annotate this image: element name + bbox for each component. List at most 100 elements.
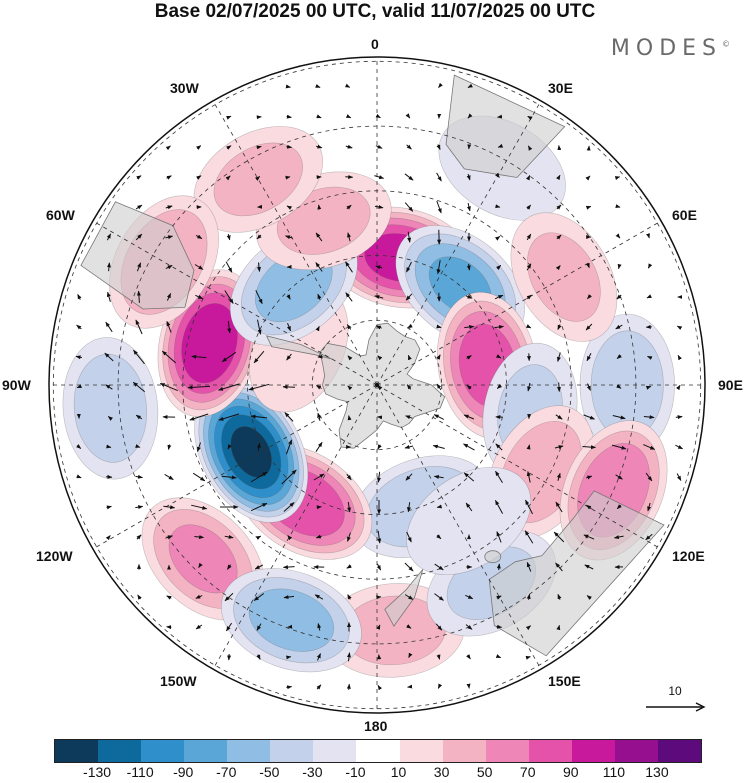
wind-arrow	[526, 263, 532, 271]
wind-arrow	[166, 595, 172, 600]
anomaly-blob	[510, 212, 618, 342]
wind-arrow	[159, 382, 178, 392]
wind-arrow	[496, 531, 502, 543]
wind-arrow	[377, 684, 383, 691]
wind-arrow	[433, 474, 444, 479]
wind-arrow	[136, 534, 142, 540]
wind-arrow	[495, 235, 501, 241]
wind-arrow	[105, 384, 113, 390]
wind-arrow	[646, 233, 650, 239]
wind-arrow	[346, 652, 351, 662]
wind-arrow	[256, 623, 262, 631]
wind-arrow	[254, 564, 264, 570]
wind-arrow	[316, 505, 322, 510]
wind-arrow	[643, 415, 655, 420]
anomaly-contour	[248, 588, 335, 652]
wind-arrow	[527, 145, 533, 151]
wind-arrow	[375, 325, 382, 330]
wind-arrow	[583, 534, 595, 540]
wind-arrow	[404, 202, 414, 212]
wind-arrow	[526, 471, 531, 483]
wind-arrow	[526, 593, 531, 600]
wind-arrow	[76, 324, 82, 330]
wind-arrow	[553, 531, 565, 543]
wind-arrow	[250, 471, 268, 483]
wind-arrow	[647, 355, 653, 360]
wind-arrow	[613, 535, 624, 539]
wind-arrow	[347, 415, 352, 421]
wind-arrow	[557, 324, 562, 331]
wind-arrow	[407, 354, 412, 361]
wind-arrow	[405, 473, 413, 481]
meridian-line	[92, 384, 378, 550]
colorbar-tick-label: 130	[645, 764, 669, 780]
wind-arrow	[166, 320, 172, 333]
wind-arrow	[316, 653, 321, 661]
wind-arrow	[315, 144, 323, 149]
wind-arrow	[226, 233, 231, 241]
wind-arrow	[221, 351, 237, 363]
wind-arrow	[554, 445, 564, 450]
wind-arrow	[347, 594, 352, 600]
lon-label-30w: 30W	[170, 80, 199, 96]
colorbar-swatch	[55, 740, 99, 762]
wind-arrow	[404, 444, 414, 449]
colorbar-tick-label: -90	[173, 764, 194, 780]
wind-arrow	[315, 232, 323, 242]
wind-arrow	[283, 595, 295, 600]
wind-arrow	[555, 501, 563, 513]
wind-arrow	[136, 290, 141, 303]
wind-arrow	[346, 204, 352, 210]
wind-arrow	[377, 444, 382, 450]
wind-arrow	[495, 443, 503, 451]
wind-arrow	[165, 264, 173, 270]
wind-arrow	[375, 265, 383, 270]
wind-arrow	[227, 444, 232, 450]
colorbar-tick-label: -10	[345, 764, 366, 780]
colorbar-swatch	[485, 740, 529, 762]
wind-arrow	[375, 113, 381, 119]
wind-arrow	[347, 385, 353, 391]
copyright-mark: ©	[722, 39, 730, 49]
wind-arrow	[527, 115, 533, 121]
wind-arrow	[494, 499, 504, 514]
wind-arrow	[104, 352, 114, 362]
wind-arrow	[586, 475, 593, 480]
colorbar-swatch	[313, 740, 357, 762]
meridian-line	[376, 220, 662, 386]
lon-label-90w: 90W	[2, 377, 31, 393]
wind-arrow	[436, 654, 441, 660]
wind-arrow	[436, 354, 441, 360]
wind-arrow	[345, 261, 353, 273]
meridian-line	[376, 100, 542, 386]
colorbar-tick-label: 90	[563, 764, 579, 780]
map-boundary	[48, 56, 706, 714]
wind-arrow	[376, 471, 381, 483]
wind-vectors	[75, 82, 684, 691]
wind-arrow	[257, 319, 262, 335]
wind-arrow	[286, 294, 291, 300]
wind-arrow	[253, 593, 265, 601]
wind-arrow	[135, 505, 144, 510]
wind-arrow	[196, 175, 202, 180]
wind-arrow	[346, 564, 352, 569]
wind-arrow	[377, 355, 383, 361]
wind-arrow	[496, 265, 502, 270]
wind-arrow	[105, 535, 111, 541]
colorbar-swatch	[98, 740, 142, 762]
wind-arrow	[585, 323, 593, 331]
land-masses	[80, 74, 665, 657]
wind-arrow	[286, 205, 293, 210]
wind-arrow	[197, 442, 201, 452]
wind-arrow	[465, 594, 474, 600]
wind-arrow	[224, 290, 234, 304]
wind-arrow	[467, 113, 473, 119]
wind-arrow	[406, 384, 412, 390]
wind-arrow	[406, 144, 412, 150]
wind-arrow	[375, 144, 383, 149]
colorbar-swatch	[571, 740, 615, 762]
wind-arrow	[525, 625, 531, 631]
wind-arrow	[135, 204, 143, 210]
wind-arrow	[106, 233, 112, 241]
